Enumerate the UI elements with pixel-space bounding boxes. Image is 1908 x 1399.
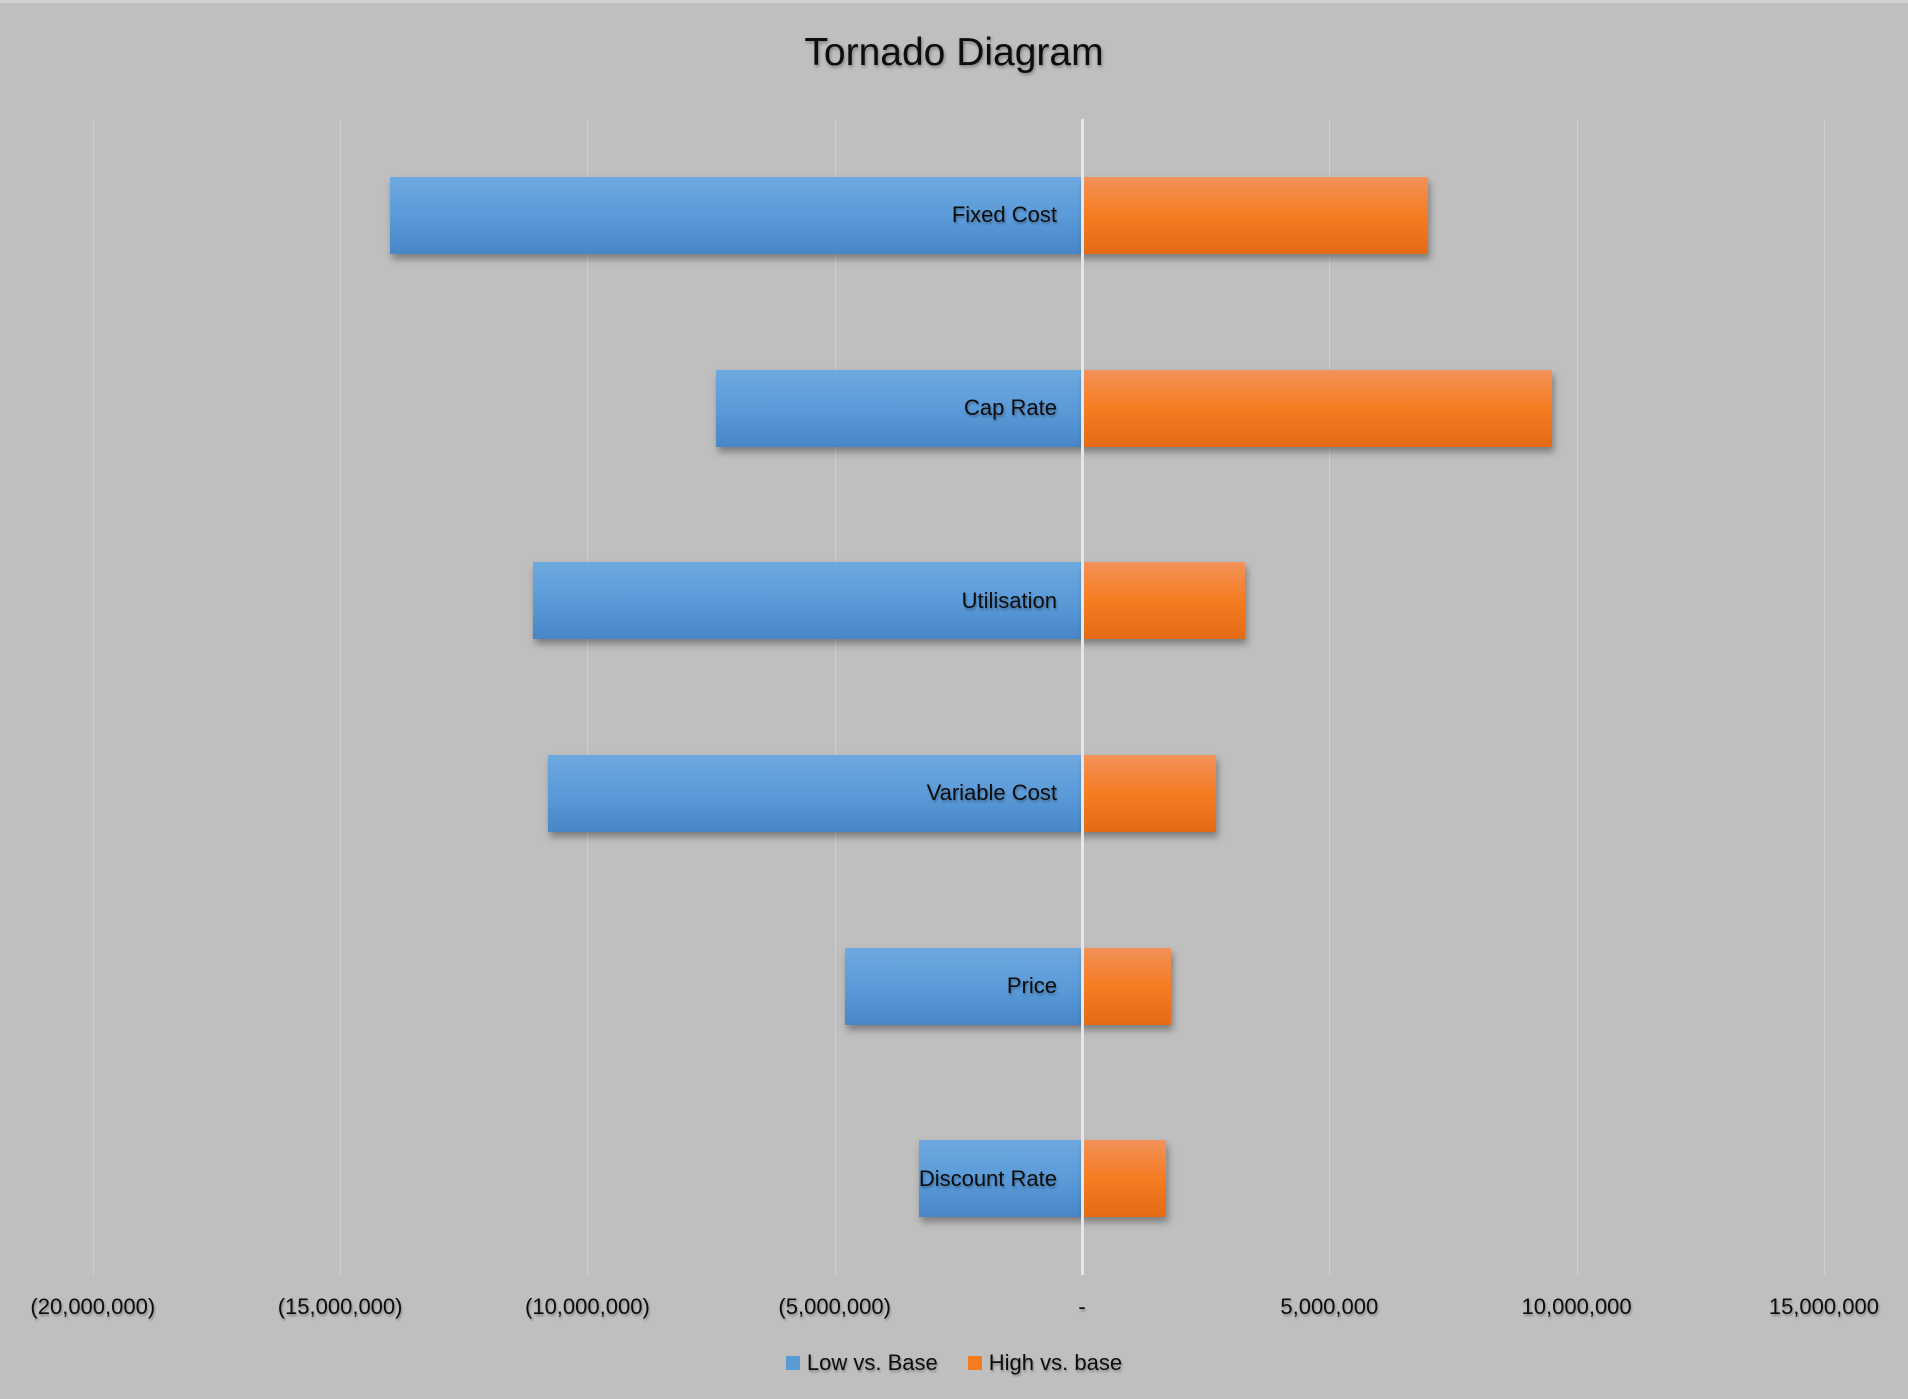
x-tick-label: - xyxy=(1078,1294,1086,1319)
bar-low[interactable] xyxy=(389,176,1082,254)
legend-label-high: High vs. base xyxy=(988,1350,1123,1375)
zero-axis-line xyxy=(1081,119,1084,1275)
gridline xyxy=(93,119,94,1275)
bar-high[interactable] xyxy=(1082,176,1429,254)
chart-title: Tornado Diagram xyxy=(804,31,1104,74)
gridline xyxy=(1577,119,1578,1275)
bar-high[interactable] xyxy=(1082,369,1552,447)
x-tick-label: (15,000,000) xyxy=(277,1294,403,1319)
bar-high[interactable] xyxy=(1082,754,1216,832)
gridline xyxy=(1329,119,1330,1275)
category-label: Variable Cost xyxy=(926,780,1057,806)
category-label: Utilisation xyxy=(961,587,1057,613)
x-tick-label: 15,000,000 xyxy=(1768,1294,1879,1319)
bar-low[interactable] xyxy=(918,1140,1082,1218)
legend-label-low: Low vs. Base xyxy=(806,1350,938,1375)
category-label: Cap Rate xyxy=(964,395,1057,420)
bar-low[interactable] xyxy=(547,754,1082,832)
plot-area: Fixed Cost Cap Rate Utilisation Variable Co… xyxy=(0,119,1908,1275)
x-tick-label: 10,000,000 xyxy=(1521,1294,1632,1319)
gridline xyxy=(1824,119,1825,1275)
bar-low[interactable] xyxy=(532,562,1082,640)
gridline xyxy=(340,119,341,1275)
x-tick-label: (10,000,000) xyxy=(525,1294,650,1319)
gridline xyxy=(587,119,588,1275)
category-label: Fixed Cost xyxy=(951,202,1057,228)
x-tick-label: (5,000,000) xyxy=(778,1294,891,1319)
bar-low[interactable] xyxy=(844,947,1082,1025)
x-tick-label: 5,000,000 xyxy=(1280,1294,1379,1319)
legend: Low vs. Base High vs. base xyxy=(0,1350,1908,1376)
bar-low[interactable] xyxy=(715,369,1082,447)
legend-swatch-low xyxy=(785,1356,800,1370)
legend-item-low[interactable]: Low vs. Base xyxy=(785,1350,938,1376)
legend-swatch-high xyxy=(967,1356,982,1370)
category-label: Discount Rate xyxy=(918,1165,1057,1191)
legend-item-high[interactable]: High vs. base xyxy=(967,1350,1123,1376)
bar-high[interactable] xyxy=(1082,1140,1167,1218)
bar-high[interactable] xyxy=(1082,947,1172,1025)
gridline xyxy=(835,119,836,1275)
x-tick-label: (20,000,000) xyxy=(30,1294,156,1319)
bar-high[interactable] xyxy=(1082,562,1246,640)
category-label: Price xyxy=(1006,973,1057,998)
